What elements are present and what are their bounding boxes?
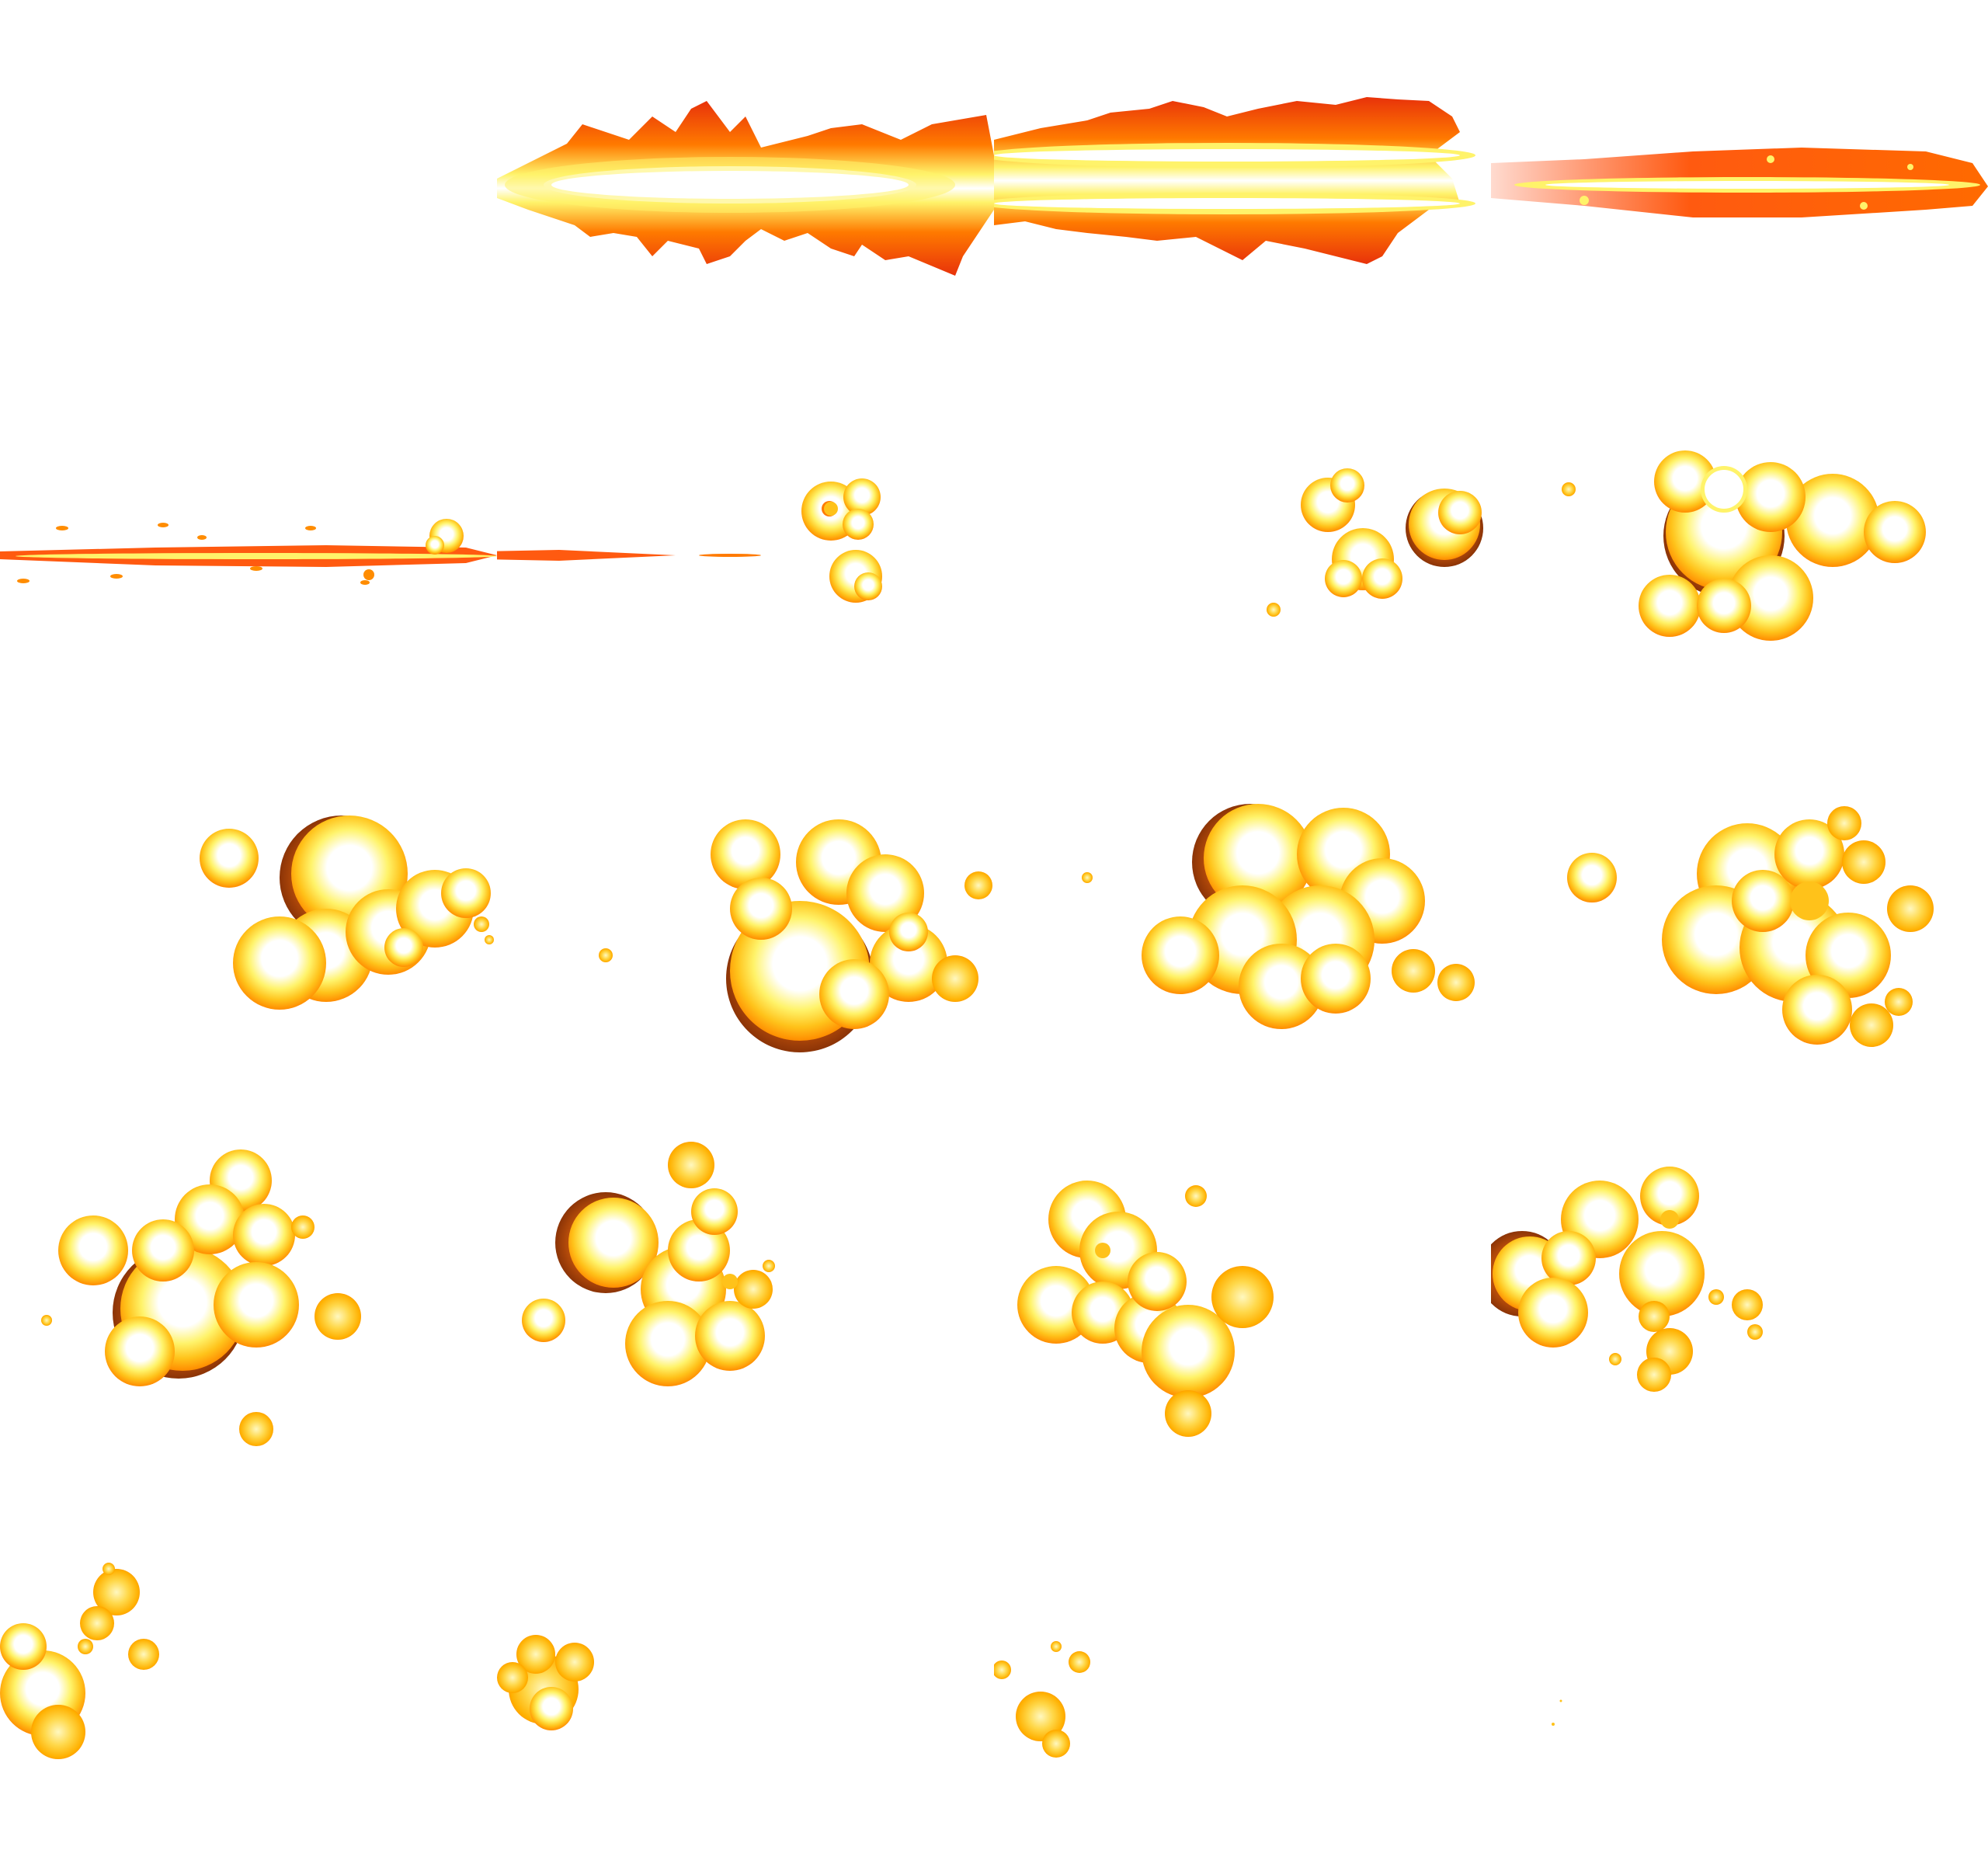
sprite-frame-explosion-peak-1	[994, 746, 1491, 1118]
sprite-frame-explosion-ignite	[994, 373, 1491, 746]
sprite-frame-explosion-billow-1	[0, 1118, 497, 1491]
sprite-frame-explosion-decay-1	[994, 1118, 1491, 1491]
sprite-frame-explosion-expand-2	[497, 746, 994, 1118]
sprite-frame-explosion-decay-2	[1491, 1118, 1988, 1491]
sprite-frame-explosion-sparks	[497, 373, 994, 746]
sprite-frame-explosion-embers	[1491, 1491, 1988, 1864]
sprite-frame-explosion-billow-2	[497, 1118, 994, 1491]
sprite-frame-explosion-expand-1	[0, 746, 497, 1118]
sprite-frame-explosion-dissipate-2	[497, 1491, 994, 1864]
sprite-frame-explosion-dissipate-1	[0, 1491, 497, 1864]
sprite-frame-empty	[0, 0, 497, 373]
sprite-frame-tracer-streak	[0, 373, 497, 746]
sprite-frame-muzzle-flash-spread	[994, 0, 1491, 373]
sprite-frame-explosion-dissipate-3	[994, 1491, 1491, 1864]
sprite-frame-explosion-grow	[1491, 373, 1988, 746]
sprite-frame-muzzle-flash-burst	[497, 0, 994, 373]
sprite-frame-explosion-peak-2	[1491, 746, 1988, 1118]
sprite-frame-muzzle-flash-thin	[1491, 0, 1988, 373]
